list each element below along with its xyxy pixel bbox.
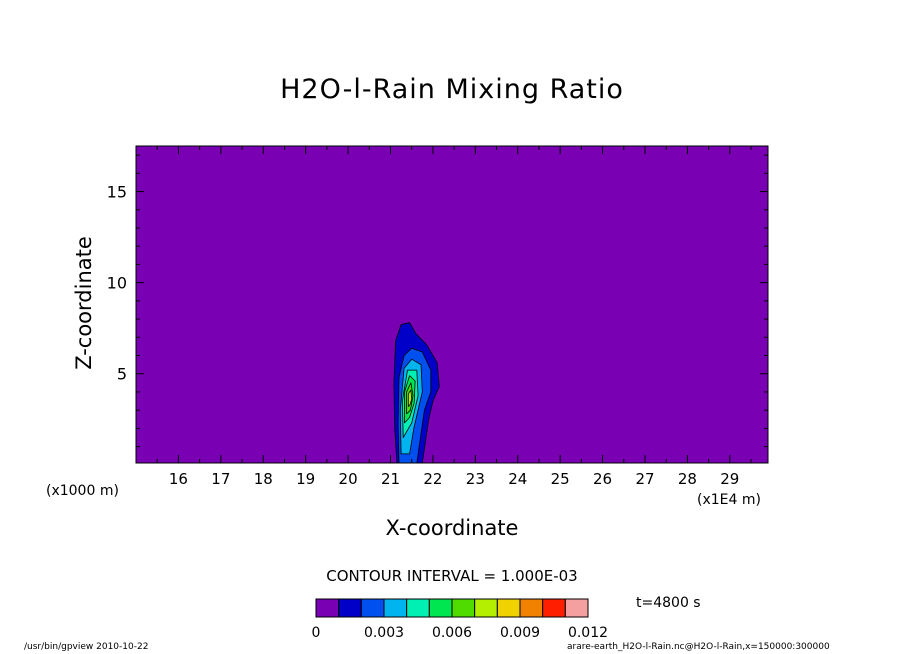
colorbar-swatch: [406, 598, 430, 618]
x-axis-unit: (x1E4 m): [697, 492, 761, 508]
plot-background: [136, 146, 768, 463]
x-tick-label: 28: [678, 470, 697, 488]
colorbar-swatch: [519, 598, 544, 618]
time-label: t=4800 s: [636, 595, 701, 611]
colorbar-tick-label: 0.012: [568, 625, 608, 641]
x-tick-label: 21: [381, 470, 400, 488]
colorbar-swatch: [383, 598, 408, 618]
footer-left: /usr/bin/gpview 2010-10-22: [24, 642, 149, 652]
footer-right: arare-earth_H2O-l-Rain.nc@H2O-l-Rain,x=1…: [567, 642, 830, 652]
colorbar-swatch: [496, 598, 521, 618]
plot-frame: [135, 145, 769, 464]
x-tick-label: 23: [466, 470, 485, 488]
colorbar-tick-label: 0.006: [432, 625, 472, 641]
x-tick-label: 22: [423, 470, 442, 488]
contour-interval-label: CONTOUR INTERVAL = 1.000E-03: [326, 567, 578, 585]
x-tick-label: 24: [508, 470, 527, 488]
x-tick-label: 27: [635, 470, 654, 488]
x-tick-label: 29: [720, 470, 739, 488]
x-tick-label: 17: [211, 470, 230, 488]
y-tick-label: 10: [107, 274, 127, 293]
x-tick-label: 16: [169, 470, 188, 488]
colorbar-tick-label: 0: [312, 625, 321, 641]
colorbar-tick-label: 0.003: [364, 625, 404, 641]
colorbar-swatch: [542, 598, 566, 618]
colorbar-swatch: [428, 598, 453, 618]
x-axis-label: X-coordinate: [385, 516, 519, 540]
colorbar-swatch: [360, 598, 385, 618]
x-tick-label: 20: [339, 470, 358, 488]
colorbar-swatch: [564, 598, 589, 618]
y-axis-unit: (x1000 m): [46, 483, 119, 499]
contour-region-level-7: [407, 389, 413, 407]
x-tick-label: 18: [254, 470, 273, 488]
x-tick-label: 26: [593, 470, 612, 488]
colorbar-swatch: [474, 598, 498, 618]
y-tick-label: 5: [117, 365, 127, 384]
y-tick-label: 15: [107, 183, 127, 202]
chart-title: H2O-l-Rain Mixing Ratio: [280, 74, 624, 105]
colorbar-swatch: [451, 598, 476, 618]
x-tick-label: 25: [551, 470, 570, 488]
colorbar-swatch: [315, 598, 340, 618]
colorbar-tick-label: 0.009: [500, 625, 540, 641]
colorbar-swatch: [338, 598, 362, 618]
x-tick-label: 19: [296, 470, 315, 488]
